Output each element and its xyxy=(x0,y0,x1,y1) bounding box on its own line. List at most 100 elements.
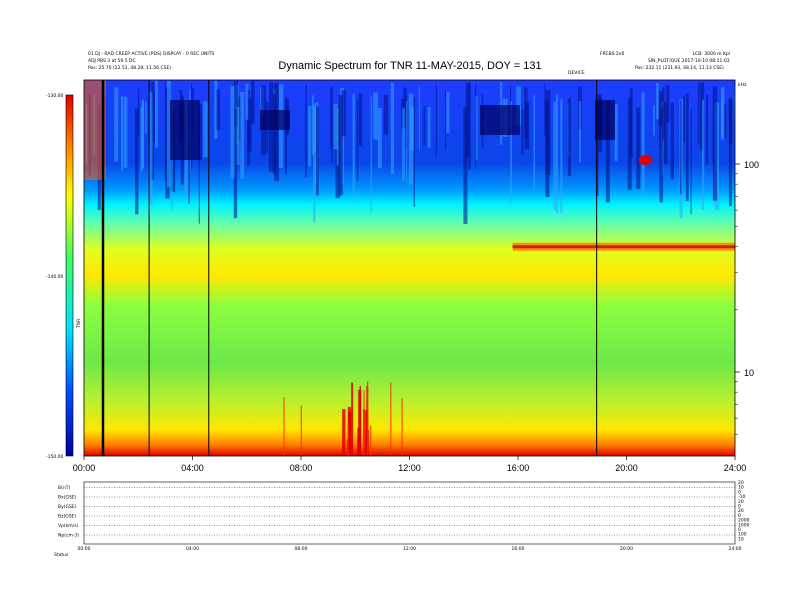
spectrum-dark-patch xyxy=(170,100,200,160)
spectrum-streak xyxy=(313,104,316,223)
burst-spike xyxy=(283,397,285,456)
spectrum-streak xyxy=(373,92,379,140)
lower-right-tick: 20 xyxy=(738,480,744,486)
spectrum-streak xyxy=(166,80,171,188)
lower-x-tick-label: 12:00 xyxy=(403,546,416,552)
lower-x-tick-label: 20:00 xyxy=(620,546,633,552)
spectrogram xyxy=(84,80,735,456)
spectrum-dark-patch xyxy=(595,100,615,140)
x-tick-label: 00:00 xyxy=(73,463,96,473)
spectrum-streak xyxy=(214,80,218,139)
colorbar-label: TNR xyxy=(76,319,82,329)
spectrum-streak xyxy=(685,93,689,201)
spectrum-streak xyxy=(524,87,528,139)
burst-spike xyxy=(363,390,365,456)
colorbar xyxy=(65,94,74,457)
spectrum-streak xyxy=(446,91,450,133)
spectrum-streak xyxy=(341,90,346,137)
burst-spike xyxy=(342,409,346,456)
spectrum-streak xyxy=(145,102,147,134)
spectrum-streak xyxy=(690,109,692,215)
chart-title: Dynamic Spectrum for TNR 11-MAY-2015, DO… xyxy=(278,60,541,72)
spectrum-streak xyxy=(653,105,655,136)
spectrum-streak xyxy=(663,102,668,165)
lower-right-tick: 2000 xyxy=(738,518,750,524)
burst-spike xyxy=(401,398,403,456)
spectrum-streak xyxy=(331,87,333,164)
spectrum-streak xyxy=(377,107,382,169)
spectrum-streak xyxy=(510,101,513,203)
spectrum-streak xyxy=(712,96,714,164)
spectrum-streak xyxy=(410,107,414,151)
spectrum-streak xyxy=(390,82,395,174)
header-right-line-2: LCB: 3000 m Kpl xyxy=(693,51,730,57)
lower-right-tick: 20 xyxy=(738,508,744,514)
spectrum-streak xyxy=(251,80,255,124)
lower-right-tick: 0 xyxy=(738,489,741,495)
spectrum-streak xyxy=(666,84,670,123)
spectrum-streak xyxy=(463,106,468,224)
header-left-line-3: Pos: 25.70 (22.53, 48.28, 11.56 CSE) xyxy=(88,65,171,71)
spectrum-streak xyxy=(614,104,618,161)
spectrum-streak xyxy=(333,103,338,150)
lower-row-label: Vp(km/s) xyxy=(58,523,79,529)
vertical-markers xyxy=(101,80,598,456)
header-left-line-1: 01 DJ - RAD CREEP ACTIVE (PDS) DISPLAY -… xyxy=(88,51,215,57)
header-right-line-1: FRCBS 2x0 xyxy=(600,51,624,57)
spectrum-streak xyxy=(154,80,158,148)
spectrum-streak xyxy=(308,105,312,167)
lower-panel: B(nT) Bx(GSE) By(GSE) Bz(GSE) Vp(km/s) Np(cm-… xyxy=(54,480,750,558)
spectrum-streak xyxy=(120,95,123,171)
spectrum-streak xyxy=(662,87,665,140)
lower-right-tick: 20 xyxy=(738,499,744,505)
spectrum-streak xyxy=(560,99,563,213)
burst-spike xyxy=(351,382,354,456)
spectrum-streak xyxy=(553,101,556,211)
lower-right-tick: 10 xyxy=(738,485,744,491)
spectrum-streak xyxy=(468,82,471,170)
spectrum-streak xyxy=(233,108,238,219)
spectrum-streak xyxy=(423,106,426,146)
spectrum-streak xyxy=(230,86,235,179)
lower-right-tick: -10 xyxy=(738,494,745,500)
lower-x-tick-label: 16:00 xyxy=(512,546,525,552)
lower-x-tick-label: 08:00 xyxy=(295,546,308,552)
spectrum-streak xyxy=(247,98,252,152)
spectrum-streak xyxy=(680,100,682,195)
spectrum-streak xyxy=(148,92,153,206)
spectrum-streak xyxy=(164,80,167,182)
burst-spike xyxy=(347,412,352,456)
spectrum-streak xyxy=(683,95,686,143)
x-tick-label: 04:00 xyxy=(181,463,204,473)
lower-footer-label: Status xyxy=(54,552,69,558)
spectrum-streak xyxy=(352,93,355,198)
spectrum-streak xyxy=(521,109,524,155)
spectrum-streak xyxy=(268,101,270,173)
spectrum-streak xyxy=(605,100,610,203)
lower-row-label: By(GSE) xyxy=(58,504,77,510)
colorbar-tick-top: -130.00 xyxy=(46,93,64,99)
x-tick-label: 08:00 xyxy=(290,463,313,473)
header-right-line-3: SIN_PLOT/QUE 2017-10-10 08:11:03 xyxy=(648,58,730,64)
spectrum-streak xyxy=(383,94,389,135)
spectrum-streak xyxy=(285,97,288,175)
burst-spike xyxy=(300,405,302,456)
x-tick-label: 12:00 xyxy=(398,463,421,473)
spectrum-streak xyxy=(659,107,664,203)
spectrum-streak xyxy=(656,83,659,120)
spectrum-streak xyxy=(358,93,363,147)
spectrum-streak xyxy=(406,101,408,182)
spectrum-streak xyxy=(533,94,536,192)
spectrum-streak xyxy=(198,103,202,161)
spectrum-streak xyxy=(274,82,279,181)
header-device-label: DEVICE xyxy=(568,70,585,76)
lower-right-tick: 0 xyxy=(738,513,741,519)
spectrum-streak xyxy=(475,84,477,169)
lower-row-label: Bx(GSE) xyxy=(58,495,77,501)
spectrum-streak xyxy=(474,96,478,161)
burst-spike xyxy=(347,422,349,456)
spectrum-streak xyxy=(435,84,437,157)
spectrum-streak xyxy=(627,97,632,190)
y-tick-label: 10 xyxy=(744,368,754,378)
spectrum-streak xyxy=(370,96,372,215)
